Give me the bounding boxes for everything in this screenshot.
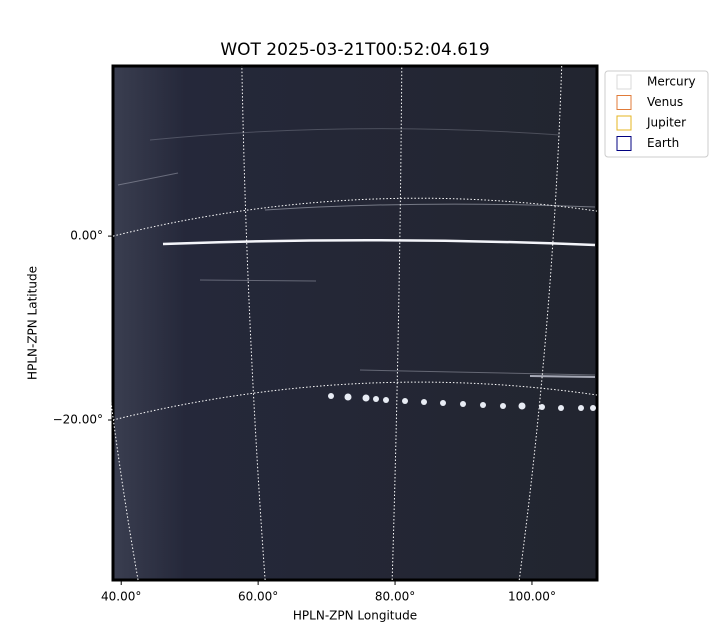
y-tick-label: 0.00° — [70, 229, 103, 243]
grid-line — [391, 65, 403, 581]
planet-trail — [328, 393, 596, 411]
grid-line — [112, 197, 598, 237]
legend-label: Mercury — [647, 75, 696, 89]
legend-label: Venus — [647, 95, 683, 109]
y-tick-label: −20.00° — [53, 413, 103, 427]
streaks — [117, 128, 596, 378]
grid-line — [81, 65, 139, 581]
legend-frame — [604, 70, 709, 158]
x-tick-label: 80.00° — [375, 590, 415, 604]
y-axis-label: HPLN-ZPN Latitude — [26, 266, 40, 380]
grid-line — [518, 65, 563, 581]
legend-swatch — [616, 95, 632, 110]
legend-swatch — [616, 74, 632, 90]
x-tick-label: 40.00° — [101, 590, 141, 604]
legend-swatch — [616, 136, 632, 151]
x-tick-label: 100.00° — [508, 590, 556, 604]
legend: Mercury Venus Jupiter Earth — [604, 70, 709, 158]
legend-label: Jupiter — [646, 116, 686, 130]
grid-line — [241, 65, 266, 581]
grid-line — [112, 381, 598, 421]
chart-title: WOT 2025-03-21T00:52:04.619 — [220, 40, 489, 60]
legend-label: Earth — [647, 136, 679, 150]
legend-swatch — [616, 115, 632, 131]
x-tick-label: 60.00° — [238, 590, 278, 604]
x-axis-label: HPLN-ZPN Longitude — [293, 609, 417, 623]
image — [111, 64, 599, 582]
